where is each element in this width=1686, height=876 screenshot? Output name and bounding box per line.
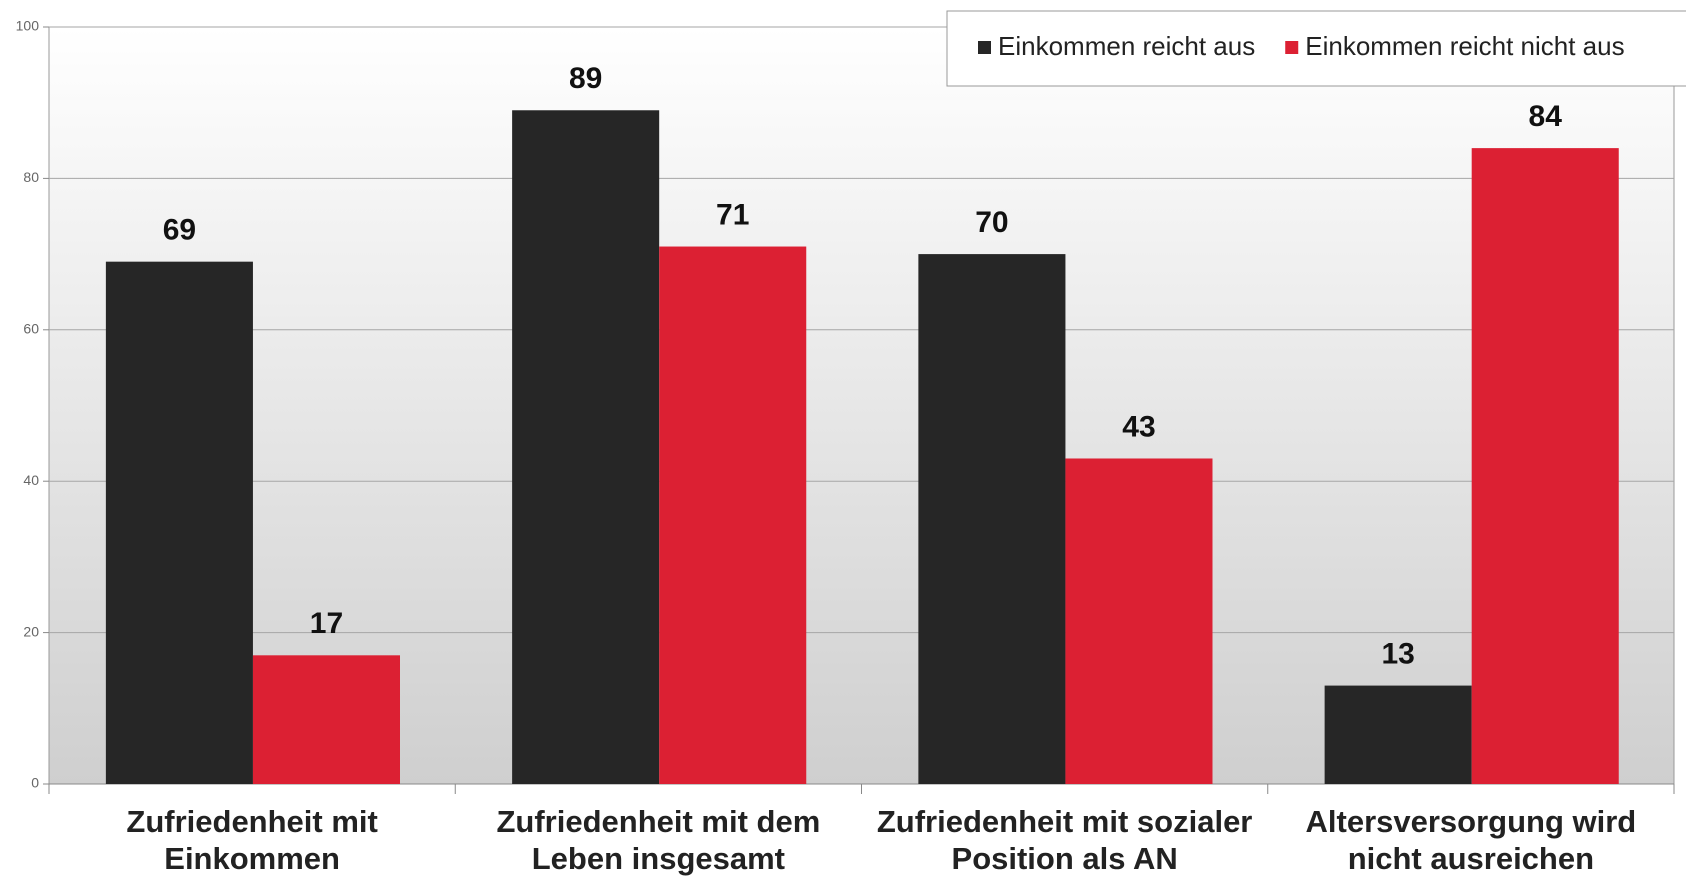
x-tick-label: Altersversorgung wird bbox=[1306, 804, 1637, 839]
data-label: 69 bbox=[163, 214, 196, 247]
bar bbox=[105, 261, 253, 784]
data-label: 84 bbox=[1529, 100, 1563, 133]
y-tick-label: 60 bbox=[23, 321, 39, 337]
y-tick-label: 0 bbox=[31, 775, 39, 791]
legend: Einkommen reicht aus Einkommen reicht nic… bbox=[946, 10, 1686, 87]
y-tick-label: 20 bbox=[23, 623, 39, 639]
legend-label: Einkommen reicht nicht aus bbox=[1305, 31, 1624, 61]
x-tick-label: Zufriedenheit mit sozialer bbox=[877, 804, 1253, 839]
bar bbox=[512, 110, 660, 784]
legend-box bbox=[946, 10, 1686, 87]
x-tick-label: Position als AN bbox=[952, 841, 1178, 876]
y-tick-label: 40 bbox=[23, 472, 39, 488]
x-tick-label: Einkommen bbox=[164, 841, 340, 876]
bar bbox=[1065, 458, 1213, 784]
x-tick-label: Leben insgesamt bbox=[532, 841, 785, 876]
bar bbox=[918, 254, 1066, 785]
data-label: 71 bbox=[716, 198, 749, 231]
bar bbox=[1471, 148, 1619, 784]
data-label: 89 bbox=[569, 62, 602, 95]
data-label: 17 bbox=[310, 607, 343, 640]
bar bbox=[252, 655, 400, 784]
y-tick-label: 80 bbox=[23, 169, 39, 185]
x-tick-label: Zufriedenheit mit bbox=[126, 804, 377, 839]
bar bbox=[659, 246, 807, 784]
legend-swatch bbox=[1285, 41, 1299, 54]
y-tick-label: 100 bbox=[16, 18, 40, 34]
bar bbox=[1324, 685, 1472, 784]
x-tick-label: nicht ausreichen bbox=[1348, 841, 1594, 876]
x-tick-label: Zufriedenheit mit dem bbox=[496, 804, 820, 839]
data-label: 70 bbox=[975, 206, 1008, 239]
legend-swatch bbox=[978, 41, 991, 54]
legend-label: Einkommen reicht aus bbox=[998, 31, 1255, 61]
data-label: 43 bbox=[1122, 410, 1155, 443]
data-label: 13 bbox=[1381, 638, 1414, 671]
